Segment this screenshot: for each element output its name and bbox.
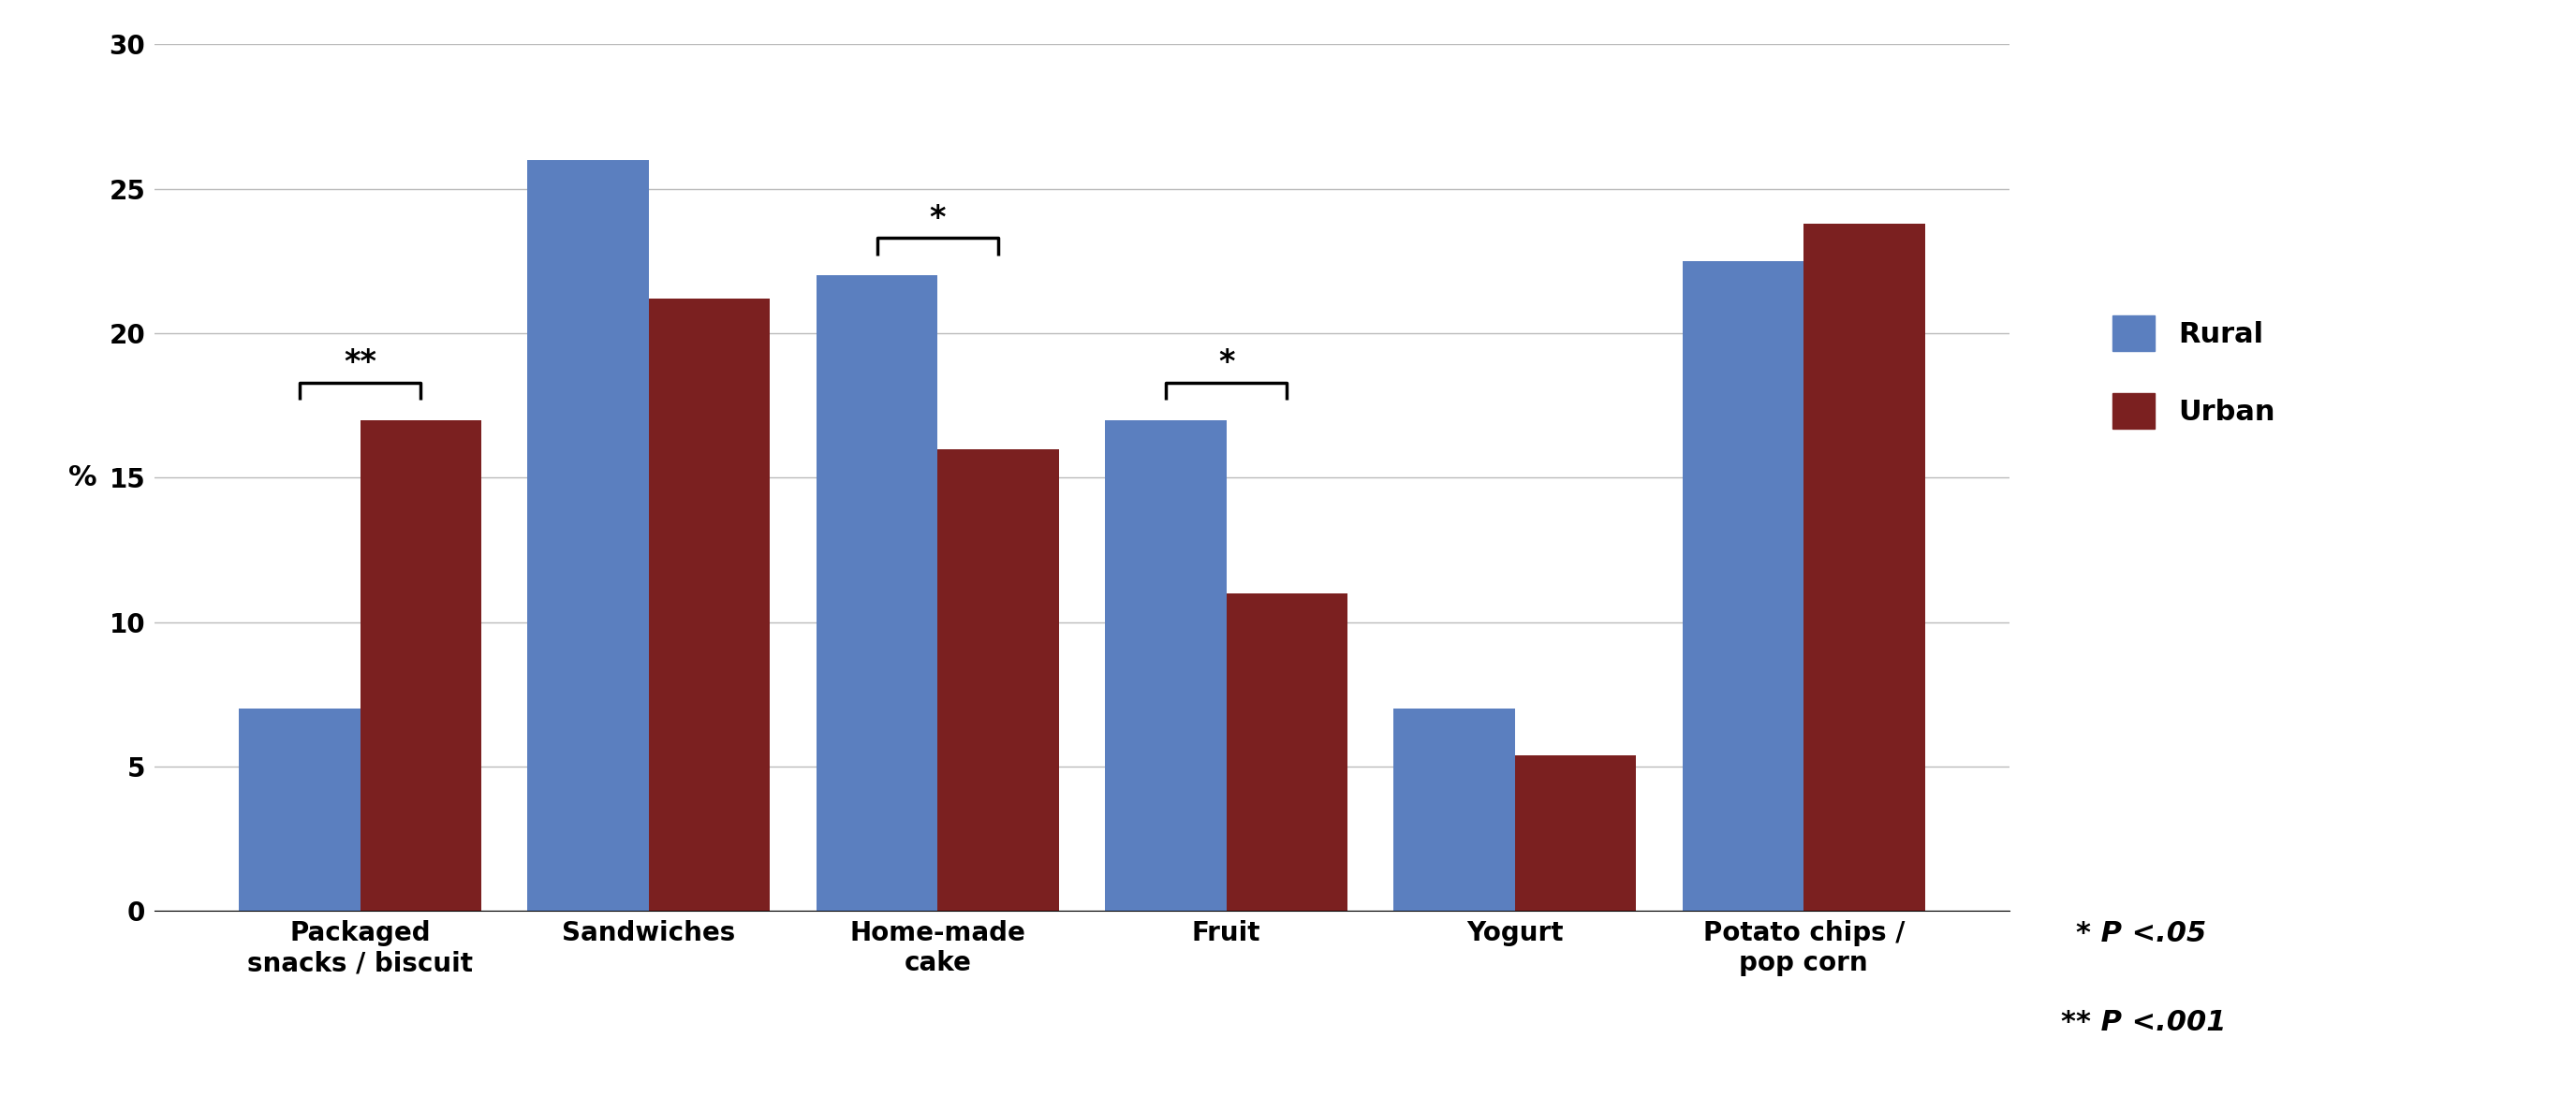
Bar bbox=[1394, 709, 1515, 911]
Bar bbox=[361, 420, 482, 911]
Bar bbox=[1803, 223, 1924, 911]
Text: **: ** bbox=[343, 347, 376, 378]
Bar bbox=[240, 709, 361, 911]
Y-axis label: %: % bbox=[70, 464, 98, 491]
Legend: Rural, Urban: Rural, Urban bbox=[2097, 301, 2290, 442]
Text: *: * bbox=[930, 202, 945, 233]
Bar bbox=[1682, 261, 1803, 911]
Bar bbox=[649, 299, 770, 911]
Bar bbox=[1105, 420, 1226, 911]
Bar bbox=[528, 160, 649, 911]
Bar bbox=[1515, 755, 1636, 911]
Text: * P <.05: * P <.05 bbox=[2076, 920, 2208, 947]
Text: *: * bbox=[1218, 347, 1234, 378]
Bar bbox=[817, 276, 938, 911]
Text: ** P <.001: ** P <.001 bbox=[2061, 1009, 2226, 1035]
Bar bbox=[938, 449, 1059, 911]
Bar bbox=[1226, 593, 1347, 911]
